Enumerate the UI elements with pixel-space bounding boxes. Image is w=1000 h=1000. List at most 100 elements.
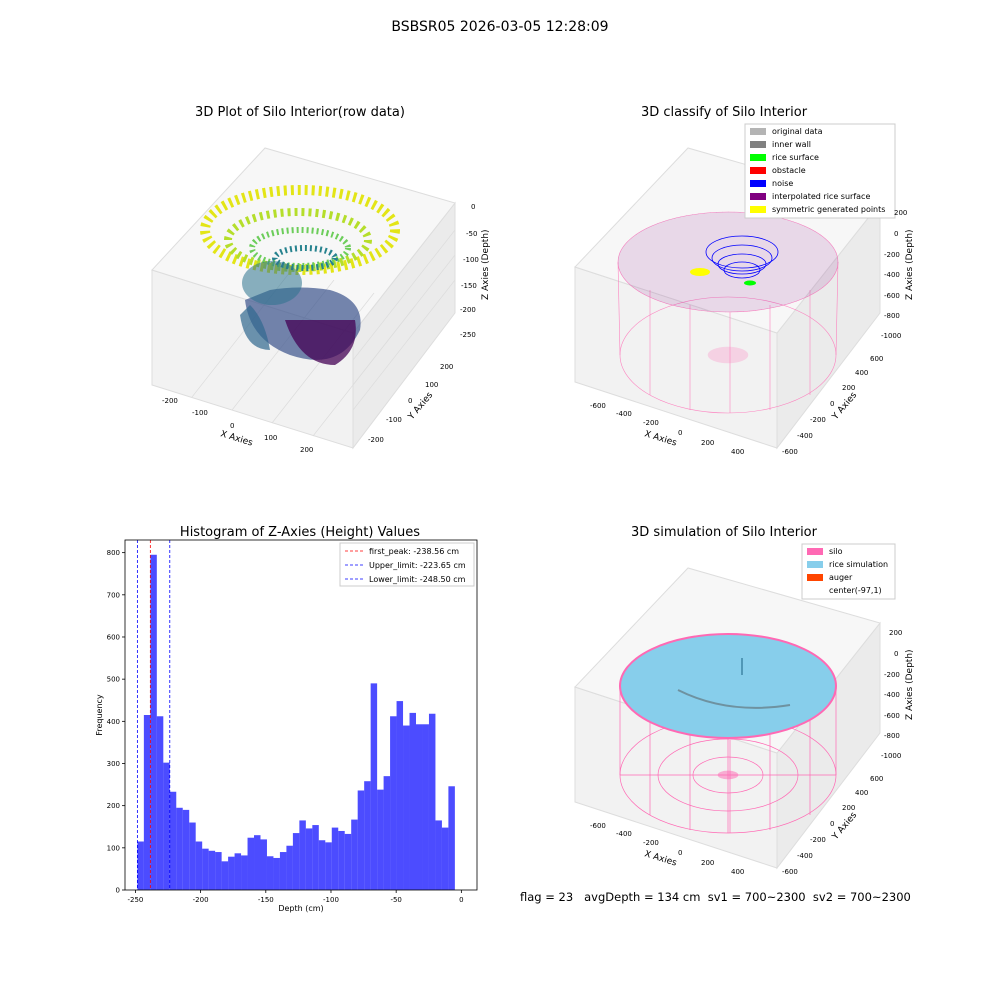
- legend-label-original-data: original data: [772, 127, 823, 136]
- histogram-xtick-label: -150: [258, 896, 274, 904]
- legend-swatch-obstacle: [750, 167, 766, 174]
- histogram-bar: [150, 554, 157, 890]
- histogram-ytick-label: 100: [107, 844, 120, 852]
- histogram-frame: [124, 539, 478, 891]
- panel-raw-xtick: 0: [230, 422, 234, 430]
- panel-sim-ztick: -800: [884, 732, 900, 740]
- histogram-bar: [415, 724, 423, 890]
- panel-sim-xtick: -400: [616, 830, 632, 838]
- panel-raw-ylabel: Y Axies: [406, 390, 435, 422]
- histogram-bar: [137, 841, 144, 890]
- panel-histogram: Histogram of Z-Axies (Height) Values -25…: [95, 525, 478, 913]
- panel-raw-ztick: -100: [463, 256, 479, 264]
- histogram-bar: [338, 830, 345, 890]
- panel-classify-surface: [617, 211, 839, 313]
- panel-classify-xtick: 200: [701, 439, 714, 447]
- histogram-bar: [318, 840, 326, 890]
- panel-raw-ytick: 100: [425, 381, 438, 389]
- histogram-bar: [409, 712, 416, 890]
- histogram-bar: [228, 856, 235, 890]
- panel-classify-xtick: -200: [643, 419, 659, 427]
- panel-raw-ytick: -200: [368, 436, 384, 444]
- histogram-ytick-label: 300: [107, 760, 120, 768]
- panel-sim-ytick: -200: [810, 836, 826, 844]
- panel-classify-ztick: 200: [894, 209, 907, 217]
- histogram-bar: [383, 776, 391, 890]
- figure-suptitle: BSBSR05 2026-03-05 12:28:09: [391, 19, 608, 35]
- panel-sim-ztick: -200: [884, 671, 900, 679]
- panel-classify-ytick: -600: [782, 448, 798, 456]
- histogram-bar: [312, 825, 319, 890]
- panel-raw-axes-box: [151, 147, 456, 450]
- histogram-bar: [448, 786, 455, 890]
- histogram-bar: [273, 857, 280, 890]
- histogram-bar: [247, 837, 255, 890]
- histogram-bar: [234, 853, 242, 890]
- panel-sim-ytick: 200: [842, 804, 855, 812]
- panel-raw-ytick: 0: [408, 397, 412, 405]
- panel-classify-ztick: -1000: [881, 332, 901, 340]
- panel-classify-symmetric-points: [690, 268, 710, 276]
- histogram-bar: [299, 820, 306, 890]
- histogram-xlabel: Depth (cm): [278, 904, 323, 913]
- panel-raw-xtick: -200: [162, 397, 178, 405]
- panel-sim-ytick: 400: [855, 789, 868, 797]
- panel-raw-ytick: -100: [386, 416, 402, 424]
- histogram-bar: [357, 790, 365, 890]
- panel-raw: 3D Plot of Silo Interior(row data) -200: [151, 105, 491, 454]
- legend-swatch-symmetric: [750, 206, 766, 213]
- histogram-ytick-label: 400: [107, 718, 120, 726]
- panel-sim-title: 3D simulation of Silo Interior: [631, 525, 818, 540]
- panel-sim-xtick: 400: [731, 868, 744, 876]
- legend-label-silo: silo: [829, 547, 843, 556]
- histogram-ytick-label: 800: [107, 549, 120, 557]
- legend-label-rice-surface: rice surface: [772, 153, 819, 162]
- histogram-bar: [305, 828, 313, 890]
- legend-label-symmetric: symmetric generated points: [772, 205, 885, 214]
- histogram-bar: [215, 852, 222, 890]
- panel-classify-rice-surface: [744, 280, 756, 286]
- panel-classify-legend: original data inner wall rice surface ob…: [744, 123, 896, 219]
- histogram-bar: [260, 839, 267, 890]
- histogram-bar: [279, 852, 287, 890]
- panel-sim-xtick: 0: [678, 849, 682, 857]
- histogram-bar: [208, 850, 216, 890]
- legend-swatch-inner-wall: [750, 141, 766, 148]
- histogram-bar: [364, 781, 371, 890]
- panel-sim-surface-dent: [677, 689, 791, 709]
- histogram-bar: [163, 762, 170, 890]
- histogram-bar: [435, 820, 442, 890]
- panel-simulation: 3D simulation of Silo Interior silo rice…: [574, 525, 915, 876]
- histogram-plot: -250 -200 -150 -100 -50 0 0 100 200 300 400 500 600 7…: [107, 540, 464, 904]
- panel-classify-ytick: 0: [830, 400, 834, 408]
- histogram-bar: [286, 845, 293, 890]
- legend-label-interpolated: interpolated rice surface: [772, 192, 870, 201]
- histogram-xtick-label: 0: [459, 896, 463, 904]
- panel-raw-point-cloud: [200, 185, 400, 365]
- panel-sim-xtick: -200: [643, 839, 659, 847]
- legend-label-first-peak: first_peak: -238.56 cm: [369, 547, 459, 556]
- panel-sim-ztick: -1000: [881, 752, 901, 760]
- histogram-xtick-label: -250: [127, 896, 143, 904]
- panel-classify-ytick: -400: [797, 432, 813, 440]
- histogram-ytick-label: 200: [107, 802, 120, 810]
- histogram-legend: first_peak: -238.56 cm Upper_limit: -223…: [339, 542, 475, 587]
- panel-classify-xtick: -600: [590, 402, 606, 410]
- panel-classify-ztick: -600: [884, 292, 900, 300]
- panel-sim-ytick: 0: [830, 820, 834, 828]
- legend-label-upper-limit: Upper_limit: -223.65 cm: [369, 561, 466, 570]
- panel-classify-noise: [705, 235, 779, 279]
- histogram-bar: [176, 807, 183, 890]
- panel-sim-silo-wireframe: [619, 690, 837, 834]
- histogram-bar: [169, 791, 177, 890]
- histogram-bar: [195, 841, 203, 890]
- histogram-xtick-label: -100: [323, 896, 339, 904]
- legend-label-center: center(-97,1): [829, 586, 882, 595]
- panel-classify-ytick: 400: [855, 369, 868, 377]
- legend-swatch-rice-surface: [750, 154, 766, 161]
- histogram-bar: [390, 716, 397, 890]
- panel-sim-xlabel: X Axies: [643, 849, 678, 868]
- panel-sim-ztick: 200: [889, 629, 902, 637]
- panel-classify-ytick: 600: [870, 355, 883, 363]
- legend-swatch-original-data: [750, 128, 766, 135]
